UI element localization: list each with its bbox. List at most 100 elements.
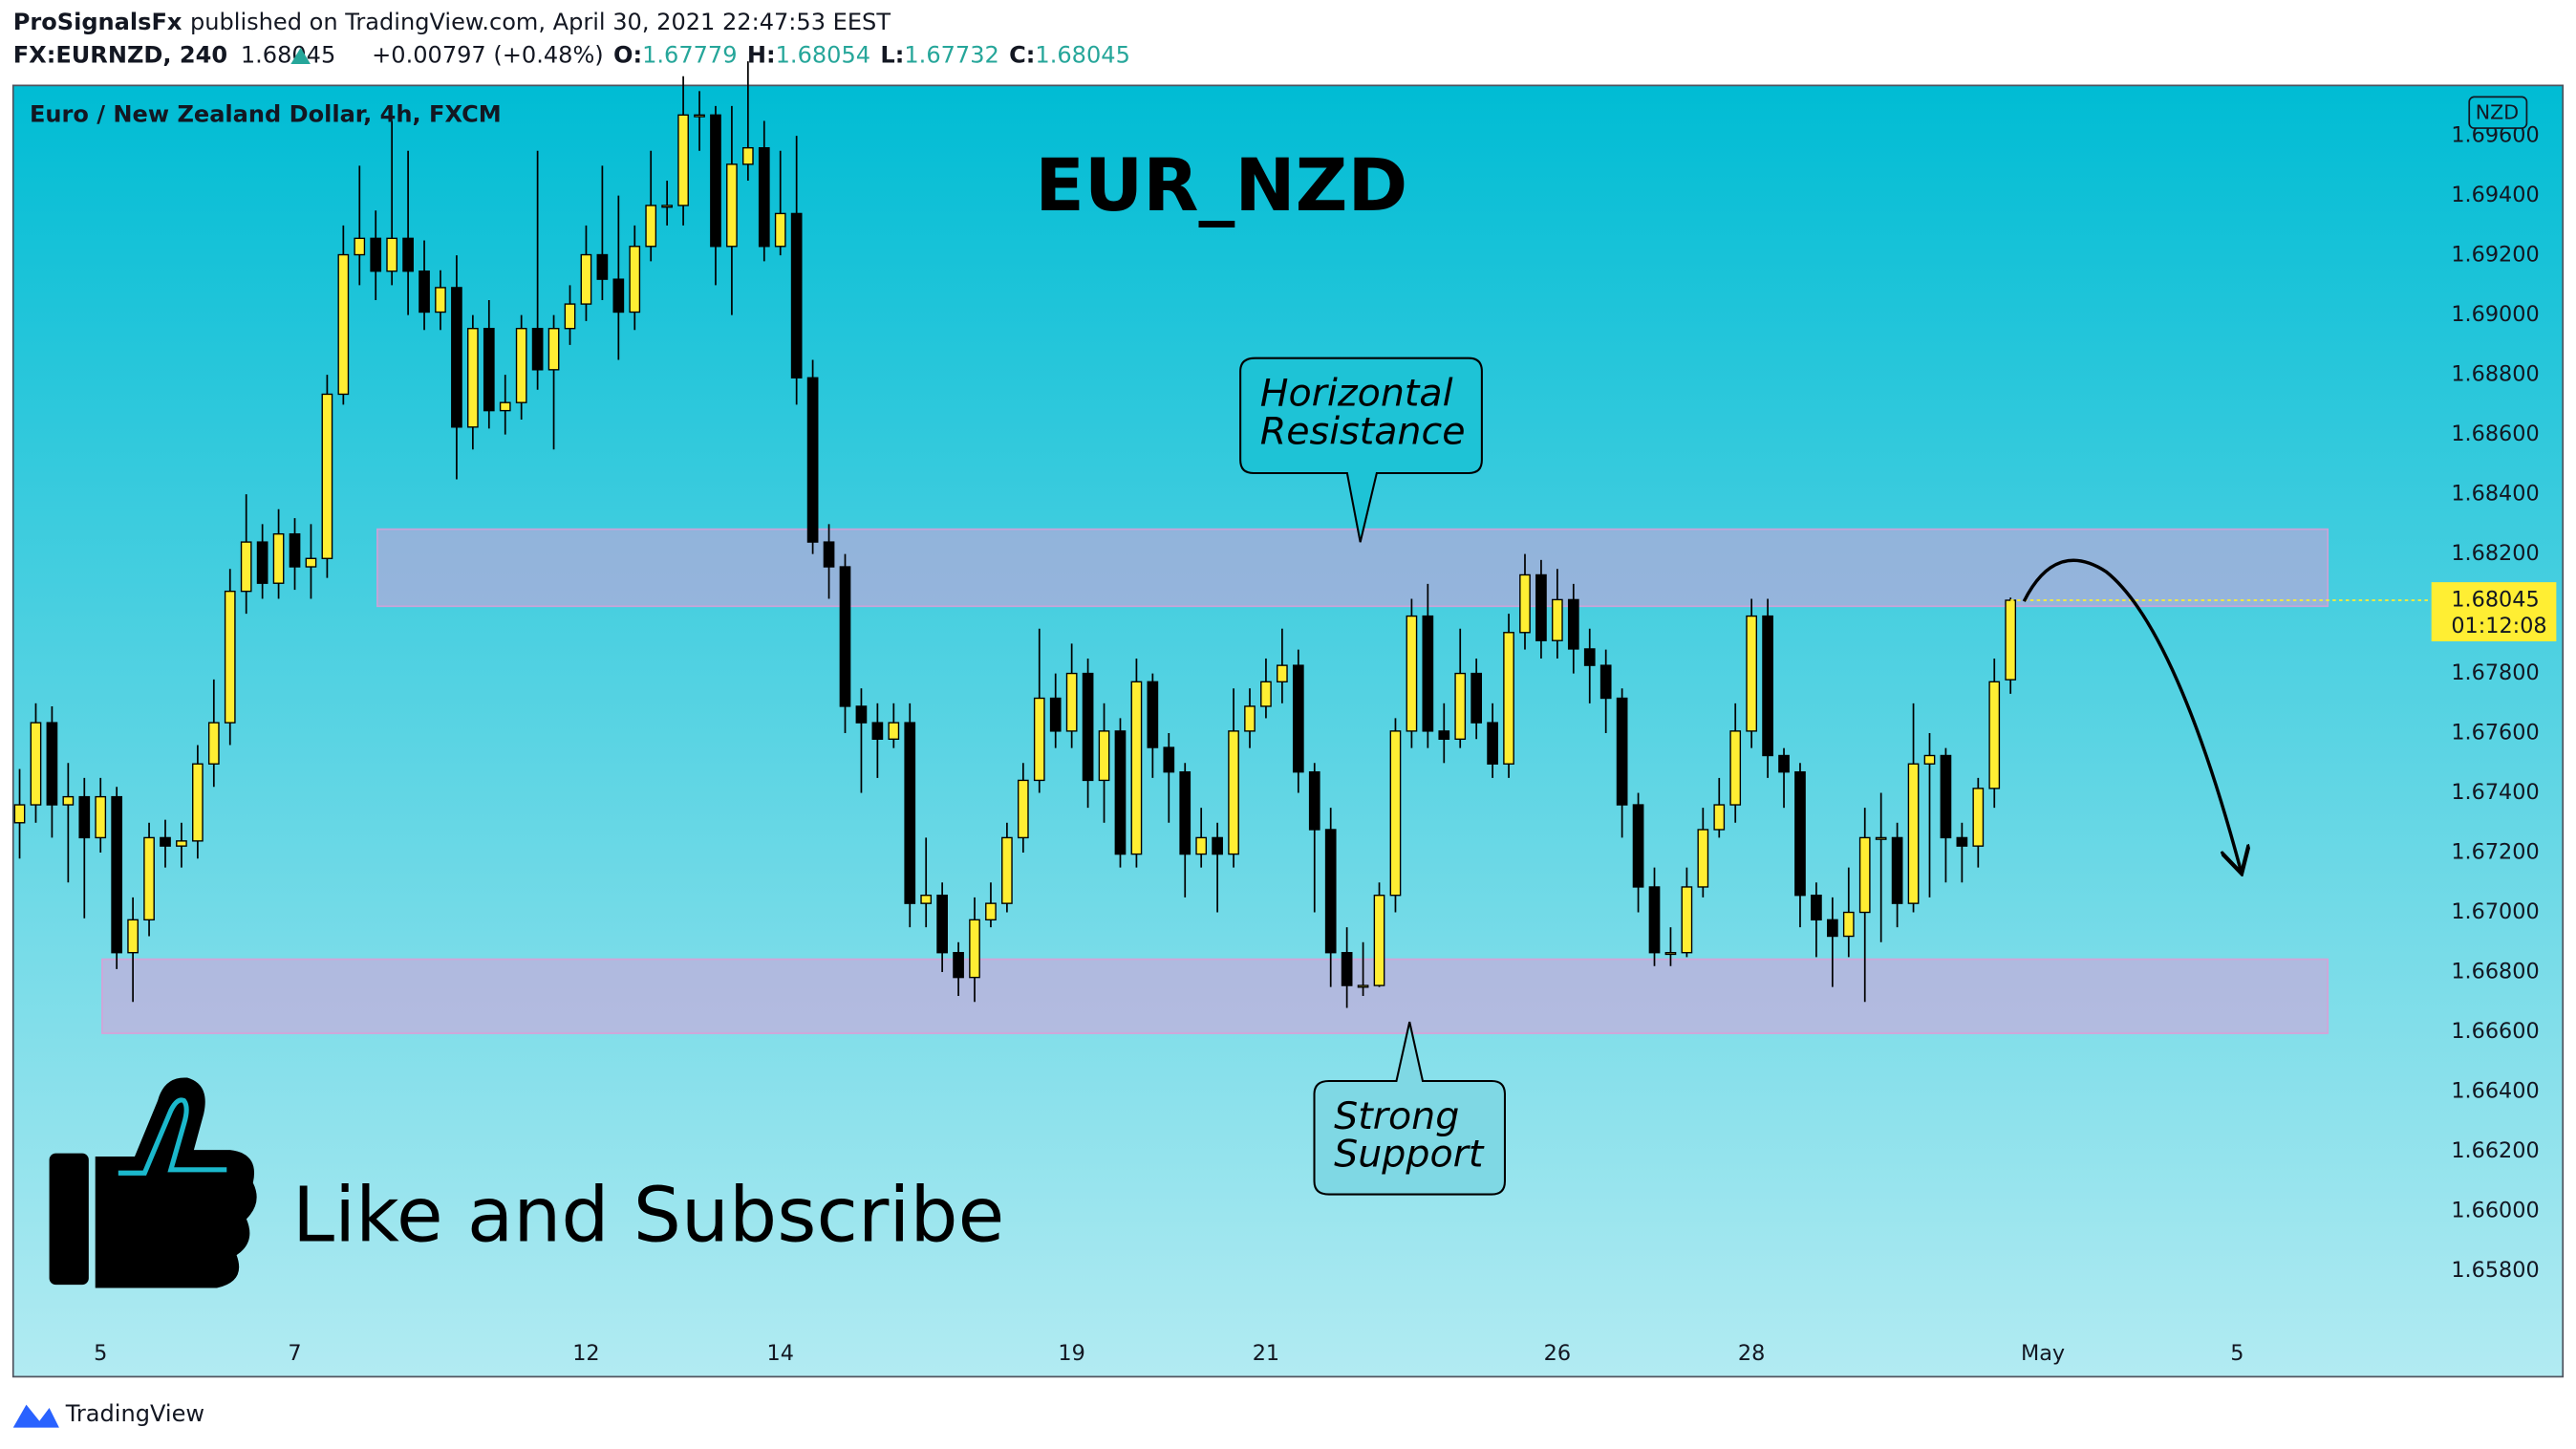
candle-body xyxy=(1098,730,1110,782)
price-zone xyxy=(376,528,2329,608)
ohlc-value: 1.68054 xyxy=(776,41,870,68)
y-tick-label: 1.69400 xyxy=(2451,183,2539,207)
y-tick-label: 1.68400 xyxy=(2451,482,2539,507)
candle-body xyxy=(1956,836,1968,847)
candle-body xyxy=(645,205,657,248)
x-tick-label: 14 xyxy=(767,1341,794,1366)
candle-body xyxy=(742,146,754,165)
candle-body xyxy=(839,566,851,707)
currency: NZD xyxy=(2476,101,2519,124)
y-tick-label: 1.68800 xyxy=(2451,362,2539,387)
candle-body xyxy=(1648,886,1661,954)
candle-body xyxy=(111,795,123,954)
candle-body xyxy=(1017,779,1029,839)
candle-body xyxy=(321,393,333,559)
candle-body xyxy=(143,836,155,921)
candle-body xyxy=(1212,836,1223,855)
candle-body xyxy=(985,902,997,921)
x-tick-label: 28 xyxy=(1738,1341,1765,1366)
candle-body xyxy=(1438,730,1450,740)
y-tick-label: 1.67000 xyxy=(2451,899,2539,924)
candle-body xyxy=(629,246,641,314)
candle-body xyxy=(1923,754,1936,765)
candle-body xyxy=(547,328,560,371)
candle-body xyxy=(240,541,252,593)
candle-body xyxy=(790,212,803,378)
candle-body xyxy=(694,114,705,118)
candle-body xyxy=(1583,648,1596,666)
ohlc-label: O: xyxy=(613,41,642,68)
candle-body xyxy=(612,278,625,314)
x-tick-label: 26 xyxy=(1544,1341,1571,1366)
candle-body xyxy=(499,401,511,412)
candle-body xyxy=(710,114,721,248)
candle-body xyxy=(386,237,398,272)
candle-body xyxy=(1762,615,1773,757)
x-tick-label: 12 xyxy=(572,1341,599,1366)
candle-body xyxy=(1308,770,1320,831)
y-tick-label: 1.66400 xyxy=(2451,1078,2539,1103)
candle-body xyxy=(483,328,495,412)
candle-body xyxy=(1454,672,1467,740)
candle-body xyxy=(305,557,317,568)
candle-body xyxy=(1487,722,1498,765)
candle-body xyxy=(1147,681,1159,748)
candle-body xyxy=(1713,804,1726,831)
candle-body xyxy=(1277,664,1288,683)
candle-body xyxy=(1681,886,1693,954)
ohlc-value: 1.67732 xyxy=(904,41,998,68)
x-tick-label: 21 xyxy=(1253,1341,1279,1366)
candle-body xyxy=(46,722,58,806)
candle-body xyxy=(419,270,430,314)
candle-body xyxy=(1163,746,1175,773)
candle-body xyxy=(95,795,107,839)
countdown: 01:12:08 xyxy=(2451,614,2546,638)
candle-body xyxy=(726,163,738,248)
candle-body xyxy=(1632,804,1644,888)
y-tick-label: 1.66800 xyxy=(2451,960,2539,984)
resistance-callout: Horizontal Resistance xyxy=(1239,357,1483,543)
y-tick-label: 1.66600 xyxy=(2451,1019,2539,1044)
candle-body xyxy=(289,532,301,568)
candle-body xyxy=(160,836,171,847)
candle-body xyxy=(564,303,576,330)
y-tick-label: 1.69200 xyxy=(2451,243,2539,268)
candle-body xyxy=(1503,632,1514,765)
candle-body xyxy=(370,237,382,272)
candle-body xyxy=(1891,836,1903,904)
candle-body xyxy=(1195,836,1208,855)
x-tick-label: 5 xyxy=(2230,1341,2243,1366)
callout-text: Strong xyxy=(1334,1094,1459,1138)
candle-body xyxy=(1357,984,1369,988)
candle-body xyxy=(1228,730,1239,855)
x-tick-label: 7 xyxy=(288,1341,301,1366)
candle-body xyxy=(677,114,689,206)
publish-line: ProSignalsFx published on TradingView.com… xyxy=(13,9,891,35)
candle-body xyxy=(224,590,236,724)
candle-body xyxy=(1972,788,1985,847)
support-callout: Strong Support xyxy=(1313,1021,1506,1196)
change: +0.00797 (+0.48%) xyxy=(372,41,604,68)
candle-body xyxy=(62,795,75,806)
callout-text: Horizontal xyxy=(1260,372,1453,416)
candle-body xyxy=(1373,895,1385,986)
up-triangle xyxy=(290,47,311,65)
candle-body xyxy=(855,705,868,724)
y-tick-label: 1.67600 xyxy=(2451,721,2539,746)
x-tick-label: 19 xyxy=(1058,1341,1084,1366)
symbol-line: FX:EURNZD, 240 1.68045 +0.00797 (+0.48%) O:… xyxy=(13,41,1130,68)
candle-body xyxy=(661,205,673,208)
candle-body xyxy=(337,253,350,396)
ohlc-value: 1.67779 xyxy=(642,41,737,68)
y-tick-label: 1.68200 xyxy=(2451,541,2539,566)
symbol: FX:EURNZD, 240 xyxy=(13,41,227,68)
candle-body xyxy=(1406,615,1418,732)
candle-body xyxy=(1616,697,1628,806)
candle-body xyxy=(1422,615,1434,732)
candle-body xyxy=(1567,598,1579,650)
y-tick-label: 1.65800 xyxy=(2451,1258,2539,1283)
publisher: ProSignalsFx xyxy=(13,9,182,35)
candle-body xyxy=(127,919,139,954)
y-tick-label: 1.68600 xyxy=(2451,422,2539,446)
candle-body xyxy=(758,146,770,248)
